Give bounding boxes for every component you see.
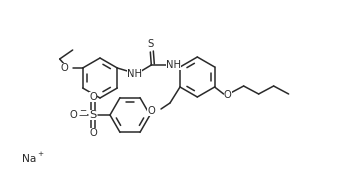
Text: NH: NH — [127, 69, 142, 79]
Text: S: S — [89, 110, 97, 120]
Text: O: O — [224, 90, 232, 100]
Text: S: S — [147, 39, 153, 49]
Text: NH: NH — [166, 60, 181, 70]
Text: O: O — [69, 110, 77, 120]
Text: O: O — [89, 128, 97, 138]
Text: +: + — [37, 151, 43, 157]
Text: O: O — [147, 106, 155, 116]
Text: Na: Na — [22, 154, 36, 164]
Text: −: − — [79, 106, 87, 115]
Text: O: O — [61, 63, 69, 73]
Text: O: O — [89, 92, 97, 102]
